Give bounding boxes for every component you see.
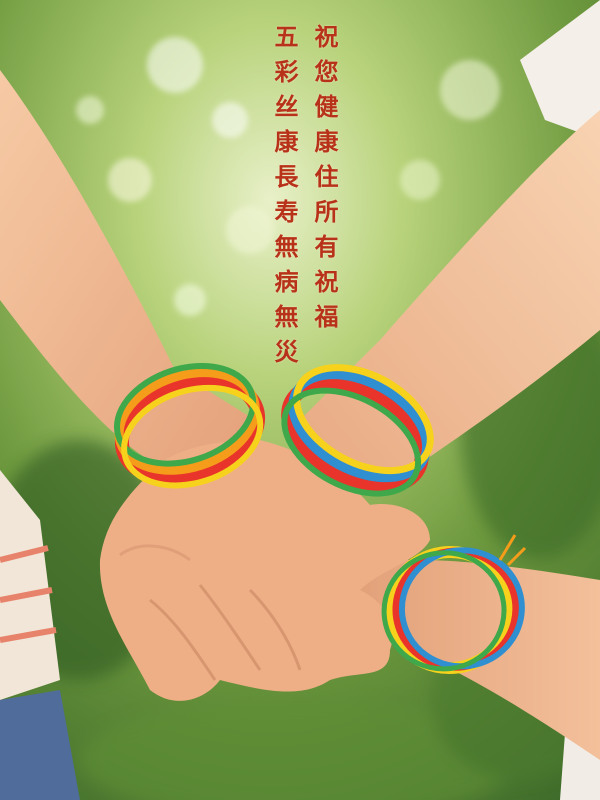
poem-column-right: 祝您健康住所有祝福 [310,24,339,339]
striped-shirt [0,470,60,700]
blessing-poem: 祝您健康住所有祝福 五彩丝康長寿無病無災 [268,24,340,374]
bracelet-left [113,362,266,489]
bracelet-bottom [381,545,525,675]
left-arm [0,70,255,470]
jeans [0,690,80,800]
white-sleeve [520,0,600,140]
bracelet-right [281,364,434,497]
poem-column-left: 五彩丝康長寿無病無災 [270,24,299,374]
